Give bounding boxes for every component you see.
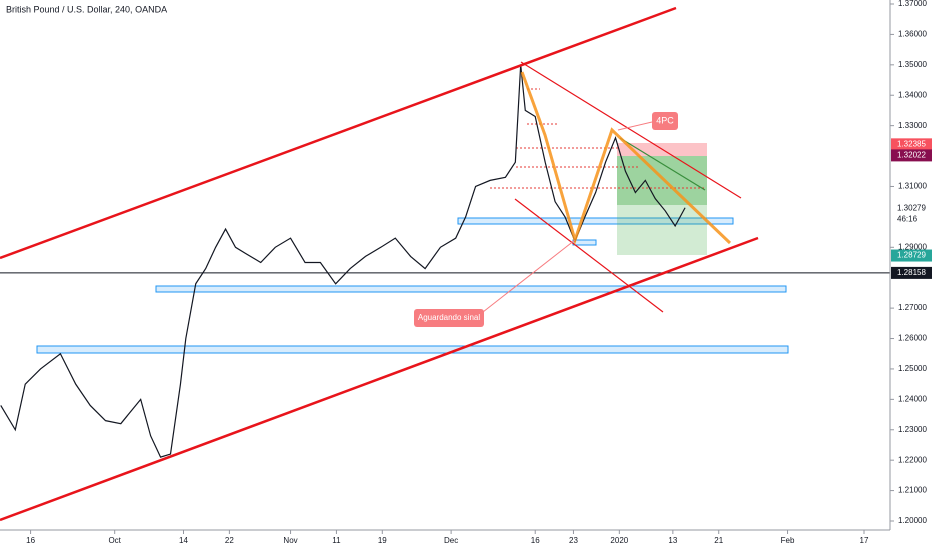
price-marker-label: 1.28729 [897, 251, 926, 260]
y-tick-label: 1.35000 [898, 60, 927, 69]
y-tick-label: 1.36000 [898, 30, 927, 39]
y-tick-label: 1.21000 [898, 486, 927, 495]
price-line [0, 64, 686, 458]
x-tick-label: 19 [378, 536, 387, 545]
zone [36, 345, 789, 354]
x-tick-label: 17 [860, 536, 869, 545]
y-tick-label: 1.23000 [898, 425, 927, 434]
y-tick-label: 1.31000 [898, 182, 927, 191]
zone [457, 217, 734, 225]
x-tick-label: 2020 [610, 536, 628, 545]
x-tick-label: 16 [531, 536, 540, 545]
countdown: 46:16 [897, 215, 918, 224]
plot [0, 64, 890, 458]
x-tick-label: 16 [26, 536, 35, 545]
price-marker [891, 138, 932, 151]
price-marker [891, 266, 932, 279]
y-tick-label: 1.24000 [898, 394, 927, 403]
annotation: Aguardando sinal [418, 313, 480, 322]
y-tick-label: 1.20000 [898, 516, 927, 525]
price-marker-label: 1.32385 [897, 139, 926, 148]
annotation: 4PC [656, 115, 674, 125]
y-tick-label: 1.37000 [898, 0, 927, 8]
axes: 1.20000 1.21000 1.22000 1.23000 1.24000 1.250… [26, 0, 932, 545]
x-tick-label: Dec [444, 536, 458, 545]
x-tick-label: 21 [714, 536, 723, 545]
zone [155, 285, 787, 293]
chart-title: British Pound / U.S. Dollar, 240, OANDA [6, 4, 167, 14]
x-tick-label: 23 [569, 536, 578, 545]
price-marker [891, 202, 932, 215]
y-tick-label: 1.25000 [898, 364, 927, 373]
price-marker [891, 149, 932, 162]
x-tick-label: 11 [332, 536, 341, 545]
price-marker [891, 249, 932, 262]
x-tick-label: Feb [781, 536, 795, 545]
y-tick-label: 1.33000 [898, 121, 927, 130]
trendlines [0, 6, 759, 522]
x-tick-label: Nov [283, 536, 297, 545]
y-tick-label: 1.22000 [898, 455, 927, 464]
price-marker-label: 1.28158 [897, 268, 926, 277]
y-tick-label: 1.27000 [898, 303, 927, 312]
y-tick-label: 1.26000 [898, 334, 927, 343]
price-marker-label: 1.32022 [897, 150, 926, 159]
x-tick-label: 13 [668, 536, 677, 545]
levels [490, 88, 705, 189]
x-tick-label: Oct [108, 536, 121, 545]
x-tick-label: 22 [225, 536, 234, 545]
zone [572, 239, 597, 246]
x-tick-label: 14 [179, 536, 188, 545]
price-marker-label: 1.30279 [897, 204, 926, 213]
y-tick-label: 1.34000 [898, 90, 927, 99]
y-tick-label: 1.29000 [898, 242, 927, 251]
target-zone [617, 205, 707, 255]
